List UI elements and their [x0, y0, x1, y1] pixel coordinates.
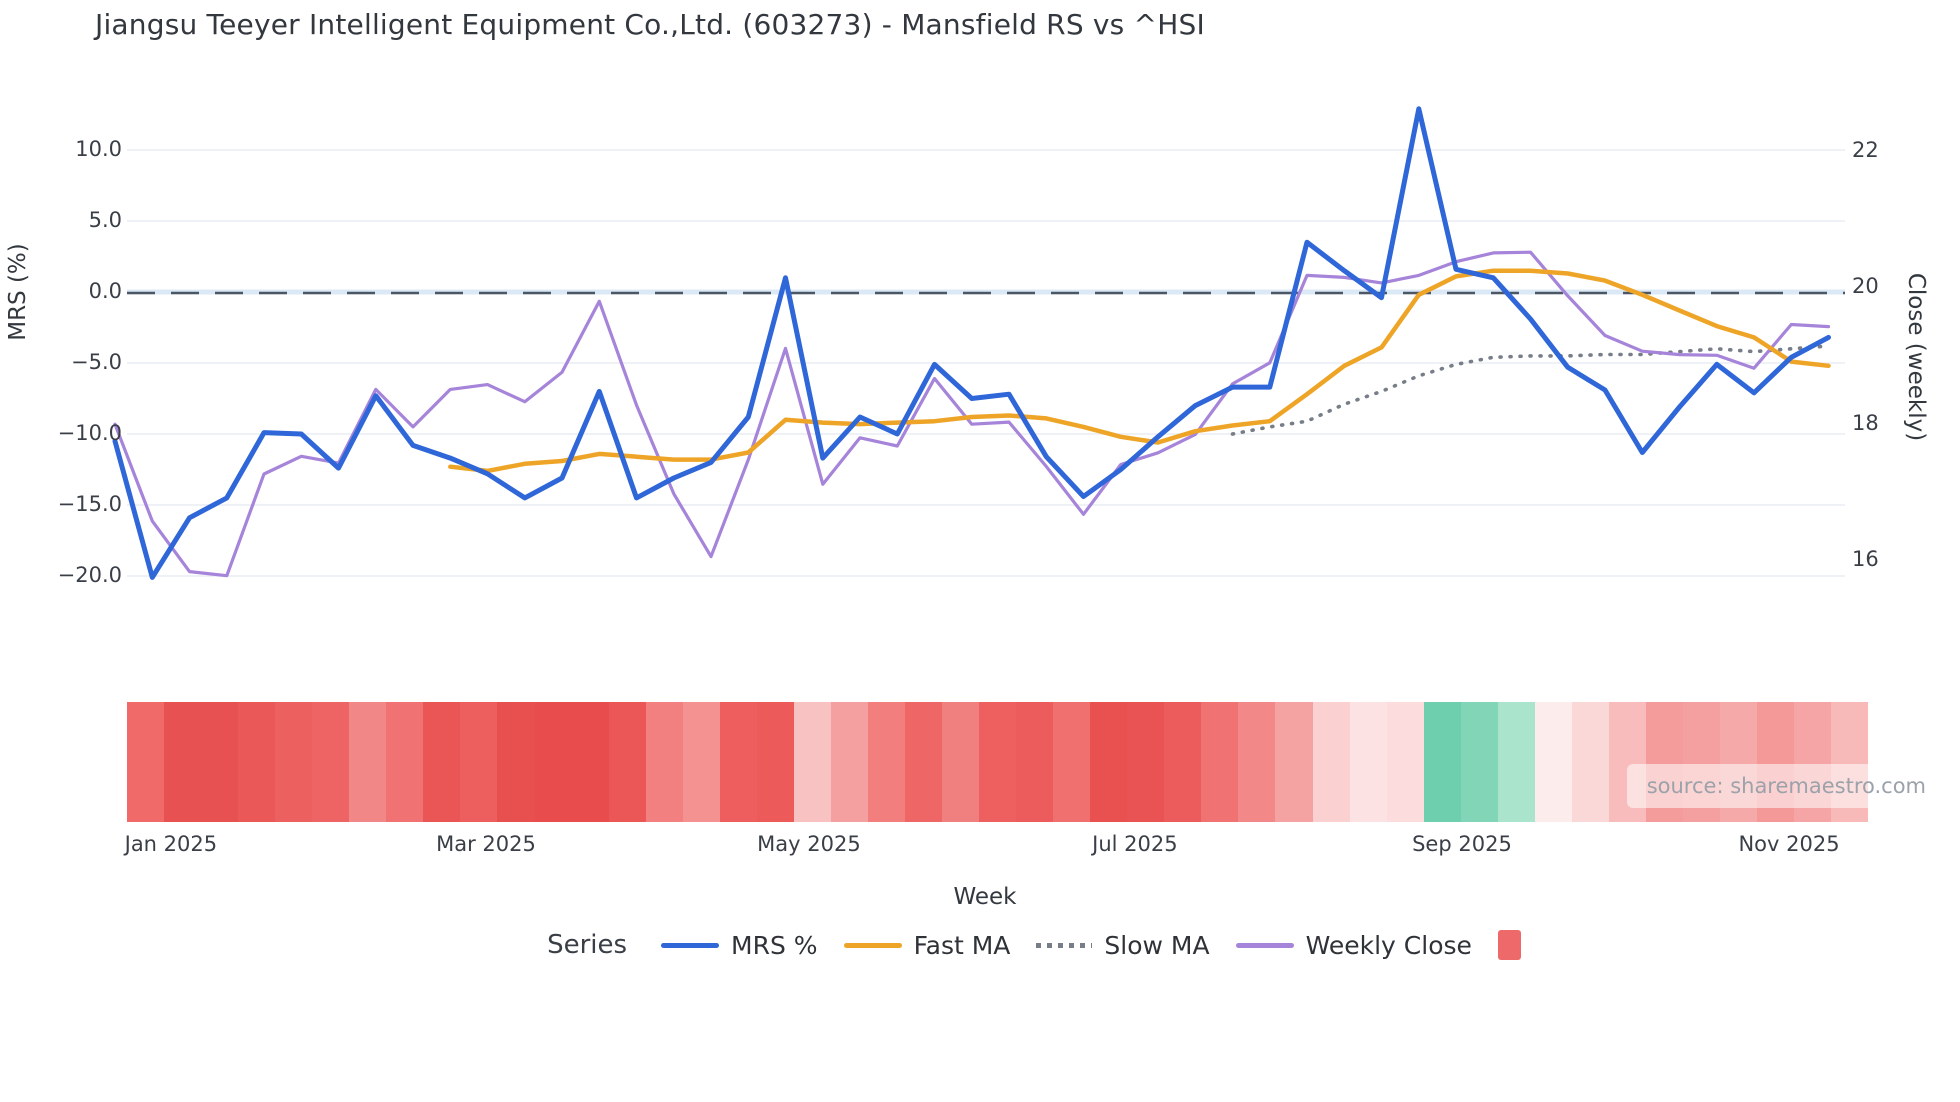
heatmap-cell — [1016, 702, 1054, 822]
x-tick-label: Nov 2025 — [1738, 832, 1840, 856]
heatmap-cell — [1386, 702, 1424, 822]
heatmap-cell — [1201, 702, 1239, 822]
legend-label: MRS % — [731, 930, 818, 960]
legend-item-weekly-close: Weekly Close — [1235, 930, 1472, 960]
heatmap-cell — [719, 702, 757, 822]
heatmap-cell — [756, 702, 794, 822]
series-fast-ma — [448, 268, 1831, 474]
heatmap-cell — [645, 702, 683, 822]
legend-item-slow-ma: Slow MA — [1036, 930, 1210, 960]
heatmap-cell — [349, 702, 387, 822]
right-tick-label: 22 — [1852, 137, 1879, 162]
heatmap-cell — [1460, 702, 1498, 822]
heatmap-cell — [275, 702, 313, 822]
heatmap-cell — [1275, 702, 1313, 822]
heatmap-cell — [867, 702, 905, 822]
heatmap-cell — [423, 702, 461, 822]
heatmap-cell — [1164, 702, 1202, 822]
left-tick-label: 5.0 — [88, 208, 122, 232]
heatmap-cell — [1497, 702, 1535, 822]
heatmap-cell — [608, 702, 646, 822]
heatmap-cell — [127, 702, 165, 822]
heatmap-cell — [312, 702, 350, 822]
heatmap-cell — [1238, 702, 1276, 822]
heatmap-cell — [904, 702, 943, 822]
heatmap-cell — [793, 702, 831, 822]
left-tick-label: −5.0 — [71, 350, 122, 374]
heatmap-cell — [1571, 702, 1609, 822]
heatmap-cell — [571, 702, 609, 822]
line-swatch-icon — [661, 942, 720, 948]
heatmap-swatch-icon — [1497, 930, 1521, 960]
heatmap-cell — [497, 702, 535, 822]
heatmap-cell — [238, 702, 276, 822]
legend-item-fast-ma: Fast MA — [843, 930, 1011, 960]
x-tick-label: Jul 2025 — [1092, 832, 1178, 856]
x-tick-label: Jan 2025 — [124, 832, 218, 856]
heatmap-cell — [1423, 702, 1461, 822]
heatmap-cell — [201, 702, 239, 822]
left-tick-label: −20.0 — [57, 563, 122, 587]
series-slow-ma — [1230, 344, 1831, 436]
chart-title: Jiangsu Teeyer Intelligent Equipment Co.… — [95, 8, 1205, 41]
heatmap-cell — [1127, 702, 1165, 822]
right-tick-label: 20 — [1852, 274, 1879, 298]
heatmap-cell — [830, 702, 868, 822]
legend-item-heatmap — [1497, 930, 1521, 960]
heatmap-cell — [1349, 702, 1387, 822]
right-tick-label: 18 — [1852, 410, 1879, 435]
x-tick-label: Sep 2025 — [1412, 832, 1512, 856]
series-mrs — [112, 106, 1831, 580]
series-weekly-close — [113, 250, 1831, 578]
chart-legend: Series MRS % Fast MA Slow MA Weekly Close — [54, 922, 1960, 968]
x-axis-title: Week — [953, 884, 1017, 910]
heatmap-cell — [460, 702, 498, 822]
heatmap-cell — [1053, 702, 1091, 822]
x-tick-label: May 2025 — [757, 832, 861, 856]
heatmap-cell — [386, 702, 424, 822]
line-swatch-icon — [1235, 942, 1294, 948]
heatmap-cell — [979, 702, 1017, 822]
legend-label: Slow MA — [1104, 930, 1210, 960]
source-watermark: source: sharemaestro.com — [1626, 764, 1946, 808]
heatmap-cell — [534, 702, 572, 822]
left-tick-label: −15.0 — [57, 492, 122, 516]
right-tick-label: 16 — [1852, 547, 1879, 571]
x-tick-label: Mar 2025 — [436, 832, 536, 856]
legend-label: Weekly Close — [1305, 930, 1472, 960]
dotted-line-swatch-icon — [1036, 942, 1093, 948]
heatmap-cell — [682, 702, 720, 822]
left-tick-label: 10.0 — [75, 137, 122, 161]
right-axis-title: Close (weekly) — [1903, 272, 1929, 442]
legend-label: Fast MA — [913, 930, 1011, 960]
line-swatch-icon — [843, 942, 902, 948]
left-tick-label: −10.0 — [57, 421, 122, 445]
heatmap-cell — [1090, 702, 1128, 822]
heatmap-cell — [1312, 702, 1350, 822]
heatmap-cell — [164, 702, 202, 822]
left-tick-label: 0.0 — [88, 279, 122, 303]
heatmap-cell — [1534, 702, 1572, 822]
legend-item-mrs-: MRS % — [661, 931, 818, 960]
heatmap-cell — [942, 702, 980, 822]
weekly-heatmap-strip — [127, 702, 1869, 822]
source-text: source: sharemaestro.com — [1646, 774, 1926, 798]
legend-title: Series — [547, 930, 628, 960]
